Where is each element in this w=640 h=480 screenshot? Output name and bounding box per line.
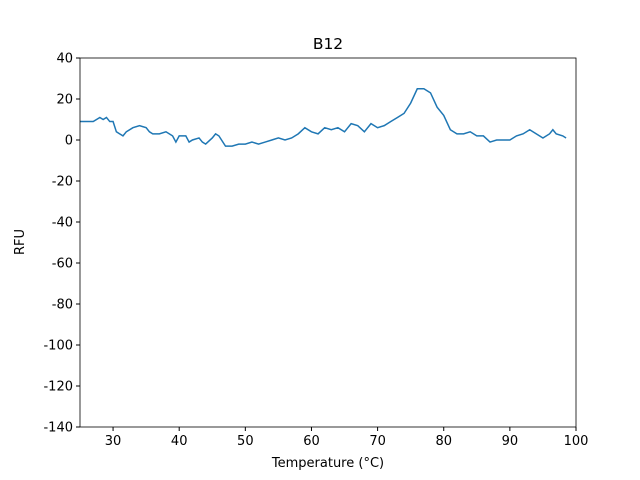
y-tick-label: -40 bbox=[52, 216, 73, 231]
x-tick-label: 40 bbox=[171, 434, 188, 449]
y-tick-label: -80 bbox=[52, 298, 73, 313]
x-tick-label: 70 bbox=[369, 434, 386, 449]
data-line bbox=[80, 88, 567, 147]
y-tick-label: -60 bbox=[52, 257, 73, 272]
x-tick-label: 90 bbox=[502, 434, 519, 449]
x-tick-label: 30 bbox=[105, 434, 122, 449]
y-axis-label: RFU bbox=[13, 229, 28, 255]
x-tick-label: 80 bbox=[435, 434, 452, 449]
y-tick-label: 0 bbox=[65, 134, 73, 149]
x-tick-label: 60 bbox=[303, 434, 320, 449]
y-tick-label: -140 bbox=[43, 421, 73, 436]
y-tick-label: -100 bbox=[43, 339, 73, 354]
x-tick-label: 100 bbox=[564, 434, 589, 449]
chart-title: B12 bbox=[313, 35, 343, 53]
y-tick-label: 20 bbox=[56, 93, 73, 108]
y-tick-label: 40 bbox=[56, 52, 73, 67]
y-tick-label: -120 bbox=[43, 380, 73, 395]
x-axis-label: Temperature (°C) bbox=[271, 456, 384, 471]
plot-frame bbox=[79, 57, 577, 428]
y-tick-label: -20 bbox=[52, 175, 73, 190]
x-tick-label: 50 bbox=[237, 434, 254, 449]
